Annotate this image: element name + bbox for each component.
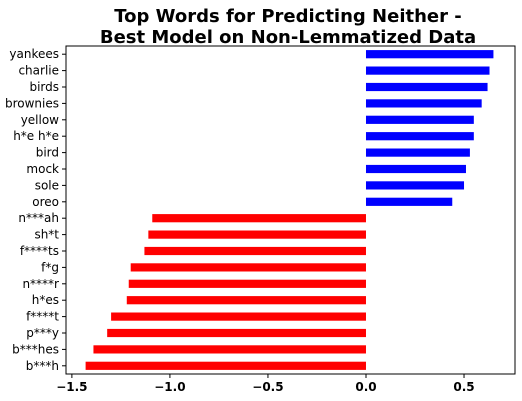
y-tick-label: n****r xyxy=(22,277,59,291)
bar-15 xyxy=(126,296,366,305)
y-tick-label: sole xyxy=(35,178,59,192)
bar-17 xyxy=(107,328,366,338)
bar-2 xyxy=(365,82,488,92)
bar-13 xyxy=(130,263,366,272)
x-tick-label: −1.5 xyxy=(56,380,87,394)
y-tick-label: yellow xyxy=(21,113,59,127)
y-tick-label: p***y xyxy=(26,326,59,340)
bar-14 xyxy=(128,279,366,288)
x-tick-label: 0.5 xyxy=(453,380,474,394)
y-tick-label: b***h xyxy=(26,359,59,373)
x-tick-label: −1.0 xyxy=(154,380,185,394)
y-tick-label: yankees xyxy=(9,47,59,61)
x-tick-label: 0.0 xyxy=(355,380,376,394)
bar-19 xyxy=(85,361,366,370)
bar-18 xyxy=(93,345,366,354)
y-tick-label: oreo xyxy=(32,195,59,209)
bar-3 xyxy=(365,99,482,108)
y-tick-label: b***hes xyxy=(12,342,59,356)
bar-1 xyxy=(365,66,490,75)
bar-8 xyxy=(365,181,465,190)
y-tick-label: h*e h*e xyxy=(13,129,59,143)
bar-11 xyxy=(148,230,366,239)
y-tick-label: f****ts xyxy=(20,244,59,258)
y-tick-label: birds xyxy=(29,80,59,94)
y-tick-label: sh*t xyxy=(34,228,59,242)
chart-title-line: Best Model on Non-Lemmatized Data xyxy=(100,27,476,48)
y-tick-label: bird xyxy=(36,146,59,160)
bar-5 xyxy=(365,132,474,141)
y-tick-label: f*g xyxy=(41,260,59,274)
plot-frame xyxy=(65,45,516,375)
y-tick-label: n***ah xyxy=(18,211,59,225)
bar-7 xyxy=(365,164,466,174)
bar-12 xyxy=(144,246,366,256)
x-axis-ticks: −1.5 −1.0 −0.5 0.0 0.5 xyxy=(56,374,475,394)
y-tick-label: mock xyxy=(26,162,59,176)
y-tick-label: charlie xyxy=(18,64,59,78)
bar-9 xyxy=(365,197,453,206)
bar-6 xyxy=(365,148,470,157)
bar-4 xyxy=(365,115,474,124)
bar-0 xyxy=(365,50,494,59)
x-tick-label: −0.5 xyxy=(252,380,283,394)
bar-10 xyxy=(152,214,366,223)
y-tick-labels: yankees charlie birds brownies yellow h*e h*e… xyxy=(5,47,66,373)
bars-group xyxy=(85,50,494,370)
bar-16 xyxy=(111,312,366,321)
y-tick-label: f****t xyxy=(26,310,59,324)
chart-title: Top Words for Predicting Neither -Best M… xyxy=(100,6,476,48)
y-tick-label: brownies xyxy=(5,96,59,110)
chart-title-line: Top Words for Predicting Neither - xyxy=(114,6,462,27)
y-tick-label: h*es xyxy=(32,293,59,307)
